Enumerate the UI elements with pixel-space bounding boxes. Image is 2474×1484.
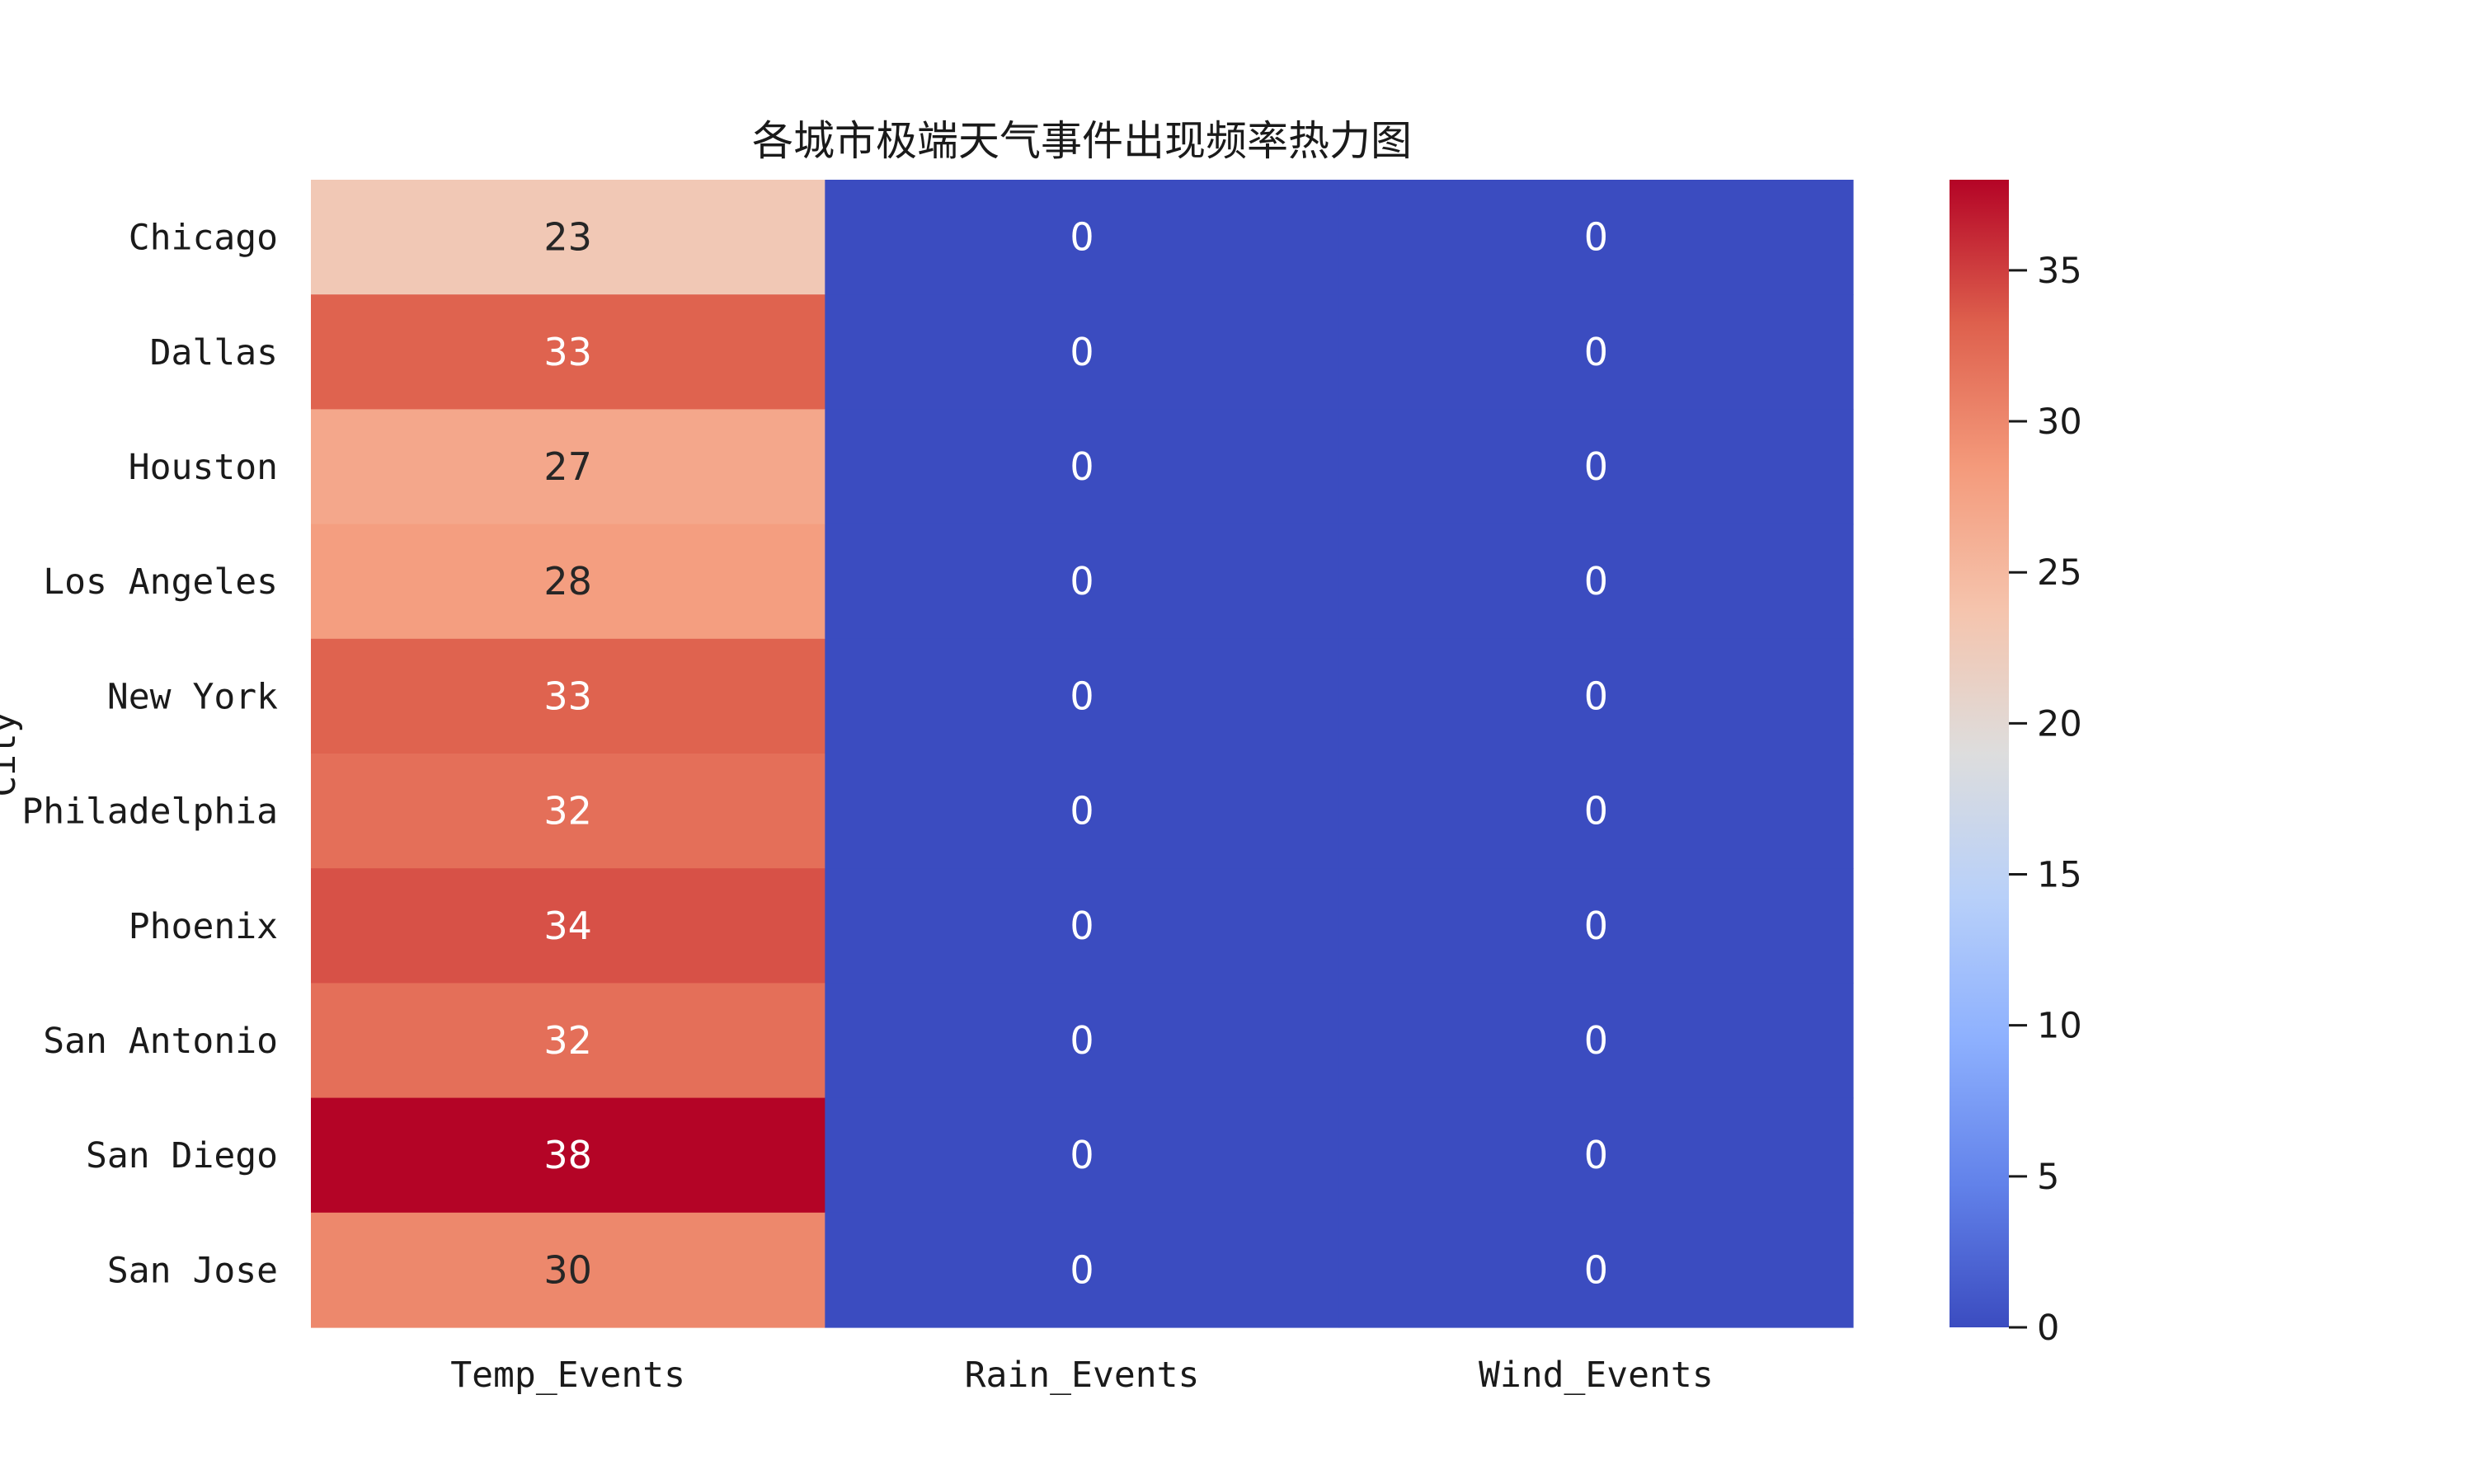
chart-title: 各城市极端天气事件出现频率热力图 (752, 117, 1412, 165)
cell-value-label: 0 (1584, 559, 1608, 603)
colorbar-tick-label: 5 (2037, 1157, 2059, 1198)
colorbar-gradient (1950, 180, 2009, 1327)
row-labels: Chicago Dallas Houston Los Angeles New York P… (21, 218, 278, 1292)
colorbar-tick-label: 30 (2037, 402, 2082, 443)
cell-value-label: 34 (543, 904, 592, 948)
colorbar-tick-label: 35 (2037, 251, 2082, 292)
column-tick-label: Rain_Events (965, 1355, 1200, 1396)
heatmap-cell (1338, 868, 1854, 984)
heatmap-cell (311, 294, 825, 410)
heatmap-cell (311, 180, 825, 295)
heatmap-cell (311, 868, 825, 984)
heatmap-cell (825, 1097, 1340, 1214)
row-tick-label: Philadelphia (21, 791, 278, 833)
colorbar: 0 5 10 15 20 25 30 35 (1950, 180, 2082, 1349)
row-tick-label: Phoenix (129, 906, 278, 947)
heatmap-cell (311, 983, 825, 1099)
colorbar-tick-label: 15 (2037, 855, 2082, 896)
cell-value-label: 32 (543, 1018, 592, 1063)
heatmap-cell (1338, 754, 1854, 869)
colorbar-tick-label: 0 (2037, 1308, 2059, 1349)
cell-value-label: 0 (1070, 1247, 1094, 1292)
heatmap-cell (1338, 524, 1854, 640)
cell-value-label: 0 (1584, 674, 1608, 718)
cell-value-label: 0 (1070, 1018, 1094, 1063)
heatmap-cell (825, 409, 1340, 525)
heatmap-cell (1338, 1212, 1854, 1328)
row-tick-label: Chicago (129, 218, 278, 259)
cell-value-label: 0 (1584, 330, 1608, 374)
row-tick-label: Dallas (150, 332, 278, 373)
heatmap-cell (311, 1212, 825, 1328)
cell-value-label: 27 (543, 444, 592, 489)
cell-value-label: 0 (1584, 215, 1608, 260)
heatmap-cell (825, 294, 1340, 410)
heatmap-cell (825, 180, 1340, 295)
heatmap-cell (311, 1097, 825, 1214)
cell-value-label: 28 (543, 559, 592, 603)
colorbar-tick-label: 10 (2037, 1006, 2082, 1047)
cell-value-label: 33 (543, 674, 592, 718)
y-axis-label: City (0, 711, 24, 797)
row-tick-label: San Diego (86, 1135, 278, 1176)
column-tick-label: Wind_Events (1479, 1355, 1714, 1396)
column-tick-label: Temp_Events (450, 1355, 685, 1396)
heatmap-cell (311, 524, 825, 640)
row-tick-label: Houston (129, 447, 278, 488)
heatmap-cell (1338, 180, 1854, 295)
cell-value-label: 0 (1070, 1133, 1094, 1177)
colorbar-tick-label: 20 (2037, 703, 2082, 744)
cell-value-label: 0 (1584, 1018, 1608, 1063)
heatmap-cell (1338, 1097, 1854, 1214)
cell-value-label: 0 (1584, 1133, 1608, 1177)
cell-value-label: 0 (1584, 444, 1608, 489)
row-tick-label: San Antonio (43, 1021, 278, 1062)
heatmap-cell (311, 409, 825, 525)
heatmap-cell (311, 638, 825, 754)
cell-value-label: 0 (1070, 330, 1094, 374)
heatmap-cell (825, 1212, 1340, 1328)
heatmap-cell (825, 754, 1340, 869)
cell-value-label: 0 (1584, 1247, 1608, 1292)
heatmap-cell (825, 868, 1340, 984)
heatmap-cell (1338, 638, 1854, 754)
heatmap-cell (1338, 409, 1854, 525)
cell-value-label: 32 (543, 789, 592, 834)
row-tick-label: San Jose (107, 1250, 278, 1291)
column-labels: Temp_Events Rain_Events Wind_Events (450, 1355, 1713, 1396)
cell-value-label: 0 (1070, 559, 1094, 603)
row-tick-label: New York (107, 676, 278, 717)
cell-value-label: 30 (543, 1247, 592, 1292)
cell-value-label: 0 (1070, 674, 1094, 718)
cell-value-label: 0 (1070, 904, 1094, 948)
cell-value-label: 0 (1070, 444, 1094, 489)
heatmap-cell (1338, 983, 1854, 1099)
heatmap-cell (1338, 294, 1854, 410)
heatmap-cell (311, 754, 825, 869)
cell-value-label: 23 (543, 215, 592, 260)
cell-value-label: 0 (1584, 904, 1608, 948)
cell-value-label: 0 (1070, 789, 1094, 834)
cell-value-label: 0 (1584, 789, 1608, 834)
cell-value-label: 38 (543, 1133, 592, 1177)
colorbar-tick-label: 25 (2037, 552, 2082, 594)
cell-value-label: 0 (1070, 215, 1094, 260)
heatmap-cell (825, 638, 1340, 754)
heatmap-cells: 23 0 0 33 0 0 27 0 0 28 0 0 33 0 0 32 0 0 34 0 0 32 0 0 38 0 0 30 0 0 (311, 180, 1854, 1328)
row-tick-label: Los Angeles (43, 561, 278, 603)
cell-value-label: 33 (543, 330, 592, 374)
heatmap-cell (825, 983, 1340, 1099)
heatmap-cell (825, 524, 1340, 640)
